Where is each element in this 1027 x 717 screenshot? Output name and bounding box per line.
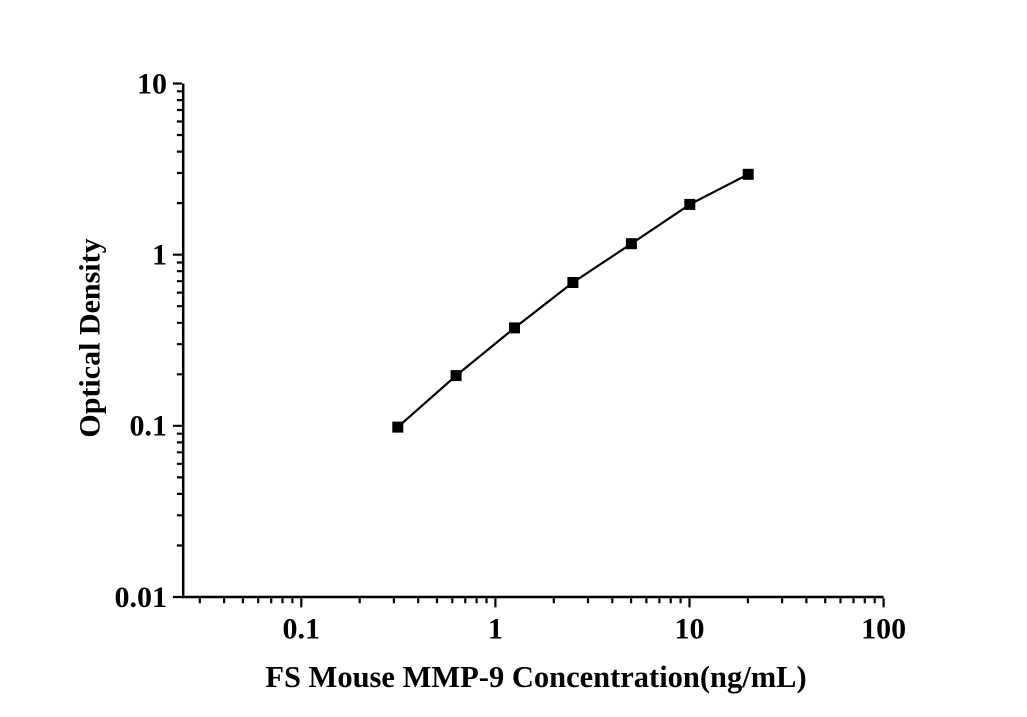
svg-text:0.1: 0.1 [130,410,168,443]
svg-text:0.01: 0.01 [115,581,168,614]
svg-text:FS Mouse MMP-9 Concentration(n: FS Mouse MMP-9 Concentration(ng/mL) [265,660,806,694]
svg-text:1: 1 [488,613,503,646]
svg-text:Optical Density: Optical Density [74,238,107,437]
svg-text:0.1: 0.1 [283,613,321,646]
svg-text:100: 100 [861,613,906,646]
svg-text:10: 10 [675,613,705,646]
svg-text:10: 10 [137,67,167,100]
svg-text:1: 1 [152,239,167,272]
